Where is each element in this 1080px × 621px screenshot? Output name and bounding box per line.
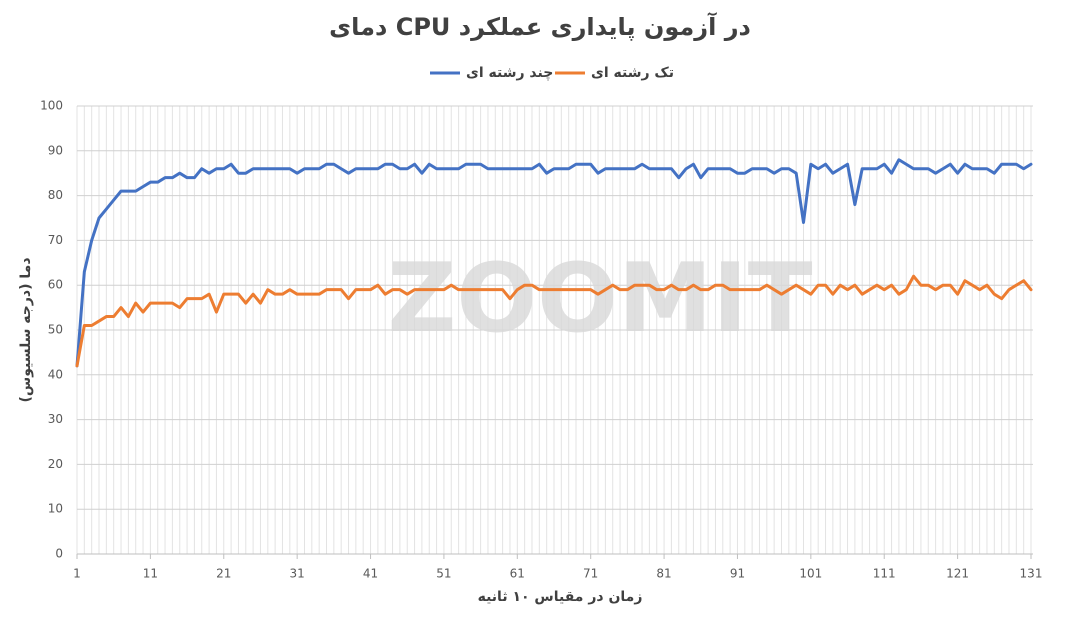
x-tick-label: 11 <box>143 567 158 581</box>
y-tick-label: 90 <box>48 143 63 157</box>
legend-label: چند رشته ای <box>466 65 553 81</box>
legend-label: تک رشته ای <box>591 65 674 81</box>
y-tick-label: 10 <box>48 502 63 516</box>
y-tick-label: 80 <box>48 188 63 202</box>
grid <box>76 105 1033 555</box>
y-tick-label: 30 <box>48 412 63 426</box>
x-tick-label: 71 <box>583 567 598 581</box>
x-tick-label: 41 <box>363 567 378 581</box>
x-tick-label: 1 <box>73 567 81 581</box>
watermark: ZOOMIT <box>387 244 812 354</box>
y-tick-label: 40 <box>48 367 63 381</box>
x-tick-label: 21 <box>216 567 231 581</box>
x-axis-title: زمان در مقیاس ۱۰ ثانیه <box>478 589 643 605</box>
series-line <box>75 274 1033 368</box>
chart-title: دمای CPU در آزمون پایداری عملکرد <box>329 12 751 41</box>
x-tick-label: 81 <box>656 567 671 581</box>
y-tick-label: 100 <box>40 99 63 113</box>
x-tick-label: 31 <box>290 567 305 581</box>
y-tick-label: 50 <box>48 323 63 337</box>
x-tick-label: 111 <box>873 567 896 581</box>
y-tick-label: 60 <box>48 278 63 292</box>
x-tick-label: 51 <box>436 567 451 581</box>
x-tick-label: 101 <box>799 567 822 581</box>
series-line <box>75 158 1033 368</box>
y-tick-label: 0 <box>55 547 63 561</box>
x-tick-label: 121 <box>946 567 969 581</box>
y-tick-label: 70 <box>48 233 63 247</box>
x-tick-label: 61 <box>510 567 525 581</box>
x-tick-label: 131 <box>1020 567 1043 581</box>
y-axis-title: دما (درجه سلسیوس) <box>18 257 34 402</box>
y-tick-label: 20 <box>48 457 63 471</box>
x-tick-label: 91 <box>730 567 745 581</box>
